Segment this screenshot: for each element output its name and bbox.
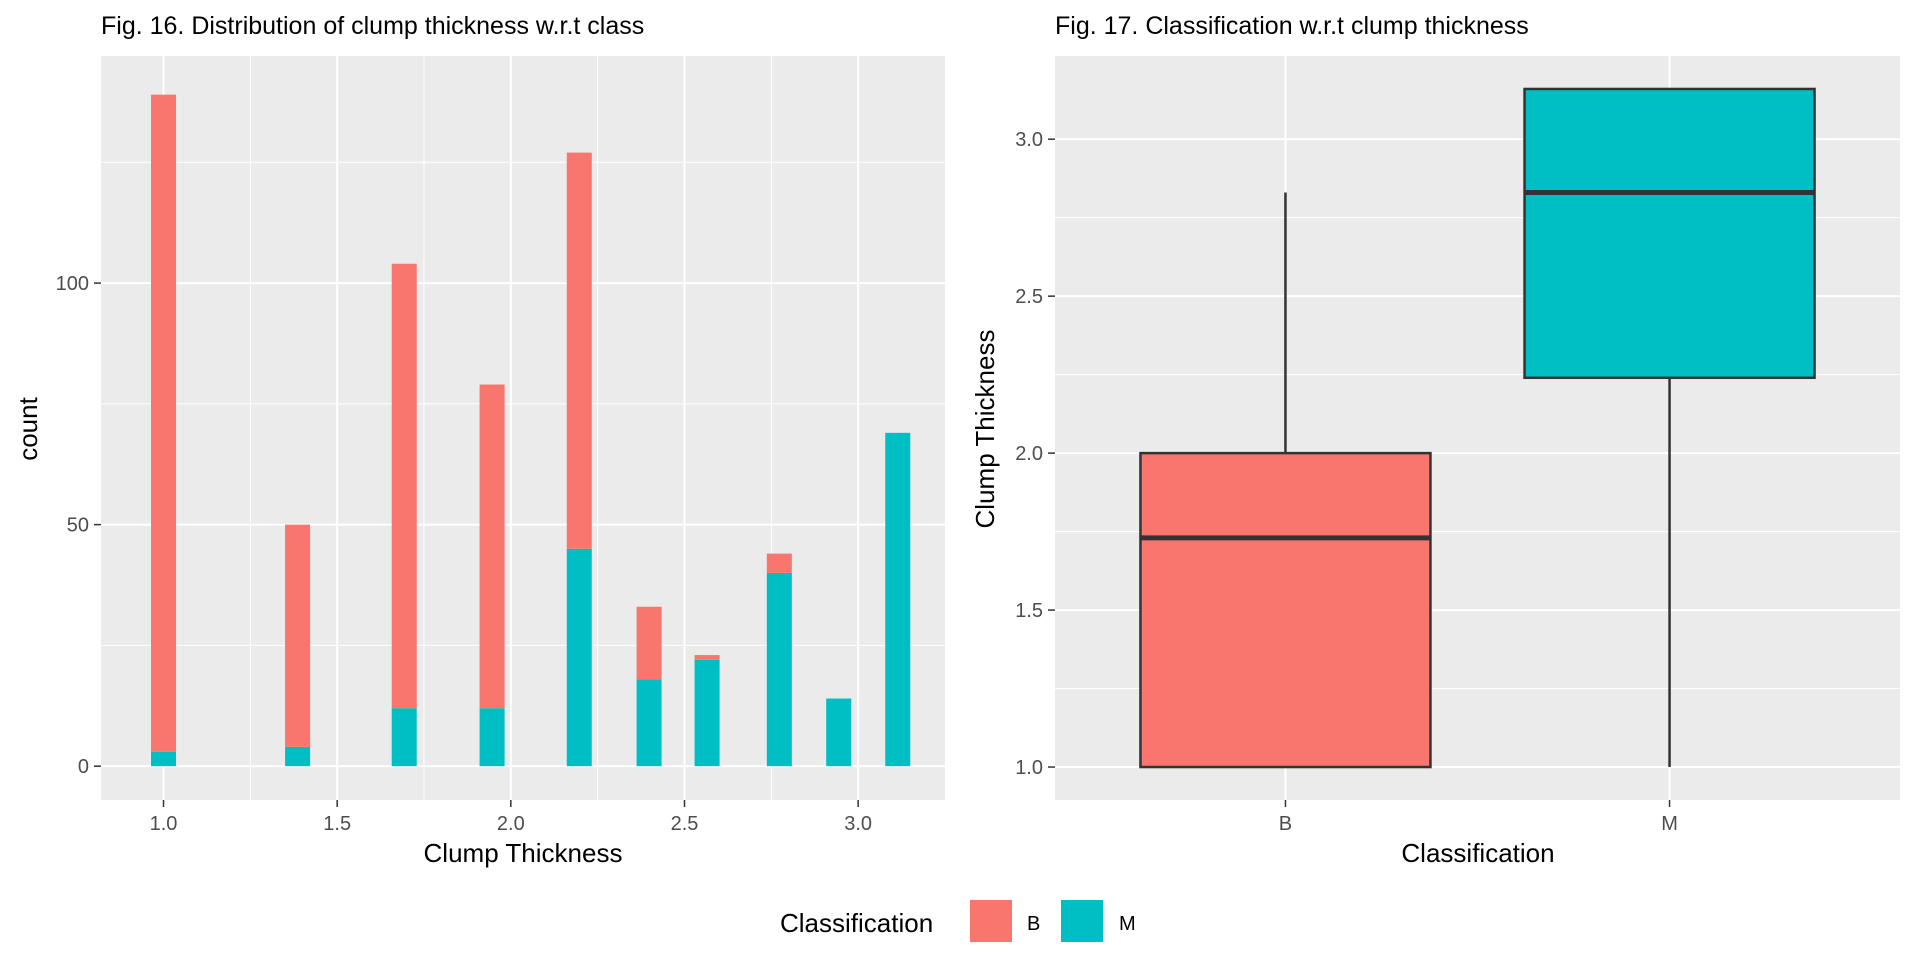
gridlines	[101, 56, 945, 800]
y-axis-title: Clump Thickness	[970, 330, 1000, 529]
bar-b	[766, 553, 792, 573]
y-tick-label: 1.5	[1015, 600, 1043, 622]
y-axis-title: count	[13, 396, 43, 460]
box-b	[1139, 451, 1432, 769]
bar-m	[285, 746, 311, 767]
bar-m	[885, 432, 911, 767]
legend: Classification B M	[780, 900, 1136, 942]
boxes	[1139, 87, 1816, 769]
bar-m	[826, 698, 852, 767]
bar-b	[694, 655, 720, 660]
x-tick-label: 2.0	[497, 813, 525, 835]
box-m	[1523, 87, 1816, 380]
histogram-chart: Fig. 16. Distribution of clump thickness…	[13, 12, 945, 868]
bar-m	[694, 659, 720, 767]
y-tick-label: 100	[56, 273, 89, 295]
x-axis-title: Classification	[1401, 838, 1554, 868]
axis-ticks: B M 1.0 1.5 2.0 2.5 3.0	[1015, 129, 1678, 835]
x-tick-label: B	[1279, 813, 1292, 835]
bar-m	[636, 679, 662, 767]
x-tick-label: 1.0	[150, 813, 178, 835]
y-tick-label: 2.5	[1015, 286, 1043, 308]
boxplot-chart: Fig. 17. Classification w.r.t clump thic…	[970, 12, 1900, 868]
x-axis-title: Clump Thickness	[424, 838, 623, 868]
bar-m	[391, 708, 417, 767]
bar-b	[566, 152, 592, 549]
x-tick-label: M	[1661, 813, 1678, 835]
legend-swatch-b	[970, 900, 1012, 942]
bar-b	[636, 606, 662, 680]
bars	[151, 94, 911, 767]
chart-title: Fig. 16. Distribution of clump thickness…	[101, 12, 644, 40]
x-tick-label: 3.0	[844, 813, 872, 835]
bar-b	[151, 94, 177, 752]
axis-ticks: 1.0 1.5 2.0 2.5 3.0 0 50 100	[56, 273, 872, 835]
legend-title: Classification	[780, 908, 933, 938]
x-tick-label: 2.5	[671, 813, 699, 835]
bar-m	[151, 751, 177, 767]
bar-m	[479, 708, 505, 767]
bar-b	[391, 263, 417, 709]
legend-label-b: B	[1027, 913, 1040, 935]
bar-m	[766, 572, 792, 767]
legend-label-m: M	[1119, 913, 1136, 935]
y-tick-label: 50	[67, 515, 89, 537]
chart-title: Fig. 17. Classification w.r.t clump thic…	[1055, 12, 1529, 40]
bar-m	[566, 548, 592, 767]
bar-b	[285, 524, 311, 747]
y-tick-label: 0	[78, 756, 89, 778]
bar-b	[479, 384, 505, 709]
y-tick-label: 2.0	[1015, 443, 1043, 465]
legend-swatch-m	[1061, 900, 1103, 942]
y-tick-label: 3.0	[1015, 129, 1043, 151]
y-tick-label: 1.0	[1015, 757, 1043, 779]
plot-panel	[101, 56, 945, 800]
x-tick-label: 1.5	[323, 813, 351, 835]
